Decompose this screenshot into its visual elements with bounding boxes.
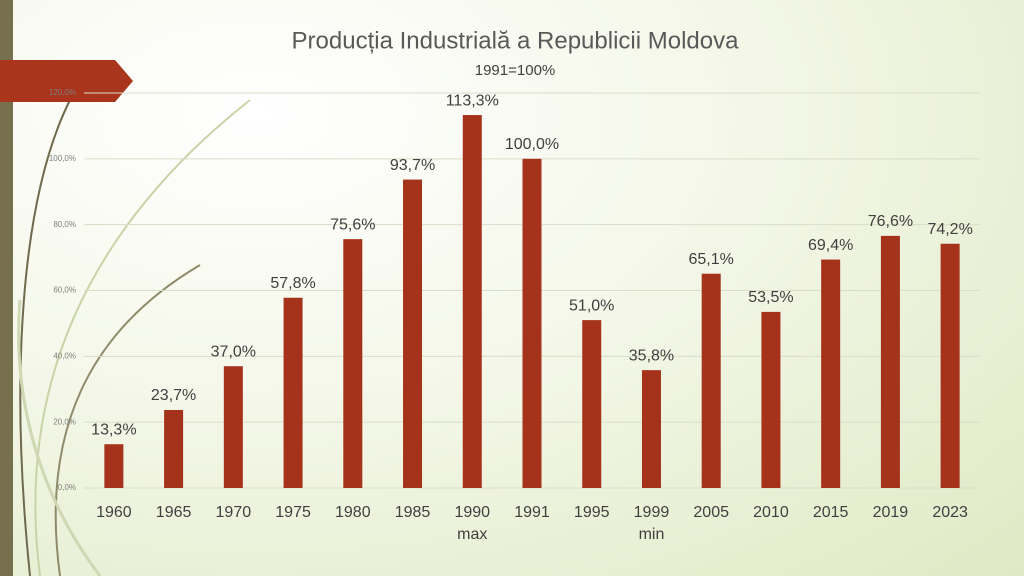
- side-strip: [0, 0, 13, 576]
- value-label: 76,6%: [868, 213, 913, 230]
- bar: [164, 409, 184, 488]
- x-tick-label: 1975: [275, 504, 311, 521]
- bar: [403, 179, 423, 488]
- value-label: 75,6%: [330, 216, 375, 233]
- y-tick-label: 80,0%: [53, 220, 76, 229]
- bar: [283, 297, 303, 488]
- bar: [641, 370, 661, 488]
- value-label: 53,5%: [748, 289, 793, 306]
- bar: [582, 320, 602, 488]
- chart-title: Producția Industrială a Republicii Moldo…: [292, 27, 740, 54]
- x-tick-label: 1995: [573, 504, 610, 521]
- x-tick-label: 2019: [872, 504, 909, 521]
- value-label: 93,7%: [390, 157, 435, 174]
- decor-curve: [54, 264, 201, 576]
- value-label: 69,4%: [808, 237, 853, 254]
- x-tick-label: 1991: [514, 504, 550, 521]
- value-label: 13,3%: [91, 421, 136, 438]
- x-tick-label: 1980: [335, 504, 371, 521]
- x-tick-label: 1970: [215, 504, 252, 521]
- value-label: 37,0%: [211, 343, 256, 360]
- bar: [343, 239, 363, 488]
- bar: [104, 444, 124, 488]
- y-tick-label: 0,0%: [58, 483, 76, 492]
- x-tick-label: 2010: [753, 504, 789, 521]
- value-label: 35,8%: [629, 347, 674, 364]
- bar: [223, 366, 243, 488]
- x-tick-label: 2023: [932, 504, 968, 521]
- value-label: 51,0%: [569, 297, 614, 314]
- value-label: 23,7%: [151, 387, 196, 404]
- bar: [701, 273, 721, 488]
- x-tick-label: 1965: [155, 504, 192, 521]
- decor-arrow: [0, 60, 133, 102]
- chart-subtitle: 1991=100%: [475, 62, 556, 79]
- bar: [522, 158, 542, 489]
- bar: [821, 259, 841, 488]
- value-label: 113,3%: [446, 92, 499, 109]
- value-label: 74,2%: [927, 221, 972, 238]
- y-tick-label: 20,0%: [53, 417, 76, 426]
- y-tick-label: 120,0%: [49, 88, 76, 97]
- x-tick-label: 1990 max: [454, 504, 491, 543]
- x-tick-label: 2005: [693, 504, 729, 521]
- decor-curve: [34, 99, 251, 576]
- x-tick-label: 1999 min: [633, 504, 670, 543]
- bar: [462, 115, 482, 488]
- value-label: 65,1%: [689, 251, 734, 268]
- value-label: 100,0%: [505, 136, 559, 153]
- decor-curve: [17, 299, 102, 576]
- decor-curve: [19, 99, 71, 576]
- x-tick-label: 1960: [96, 504, 132, 521]
- y-tick-label: 100,0%: [49, 154, 76, 163]
- y-tick-label: 40,0%: [53, 351, 76, 360]
- x-tick-label: 2015: [812, 504, 849, 521]
- y-tick-label: 60,0%: [53, 286, 76, 295]
- bar: [761, 311, 781, 488]
- bar: [880, 235, 900, 488]
- value-label: 57,8%: [270, 275, 315, 292]
- x-tick-label: 1985: [394, 504, 431, 521]
- bar: [940, 243, 960, 488]
